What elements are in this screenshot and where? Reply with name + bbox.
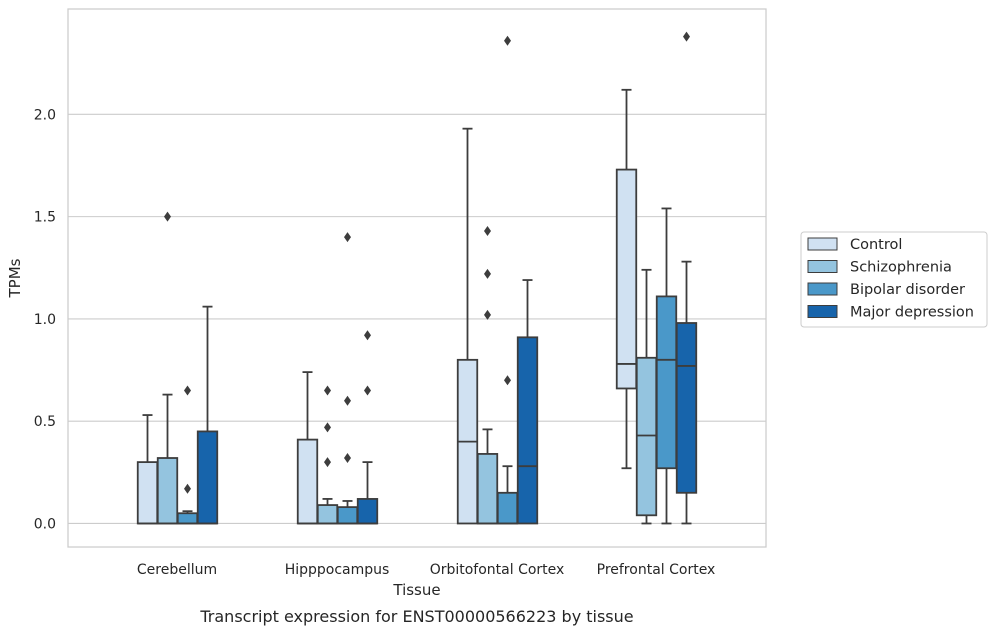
box-control <box>615 88 638 470</box>
y-tick-label: 1.0 <box>34 312 56 328</box>
box-body <box>196 430 219 525</box>
legend-swatch <box>807 237 838 251</box>
box-major-depression <box>516 279 539 525</box>
box-body <box>336 506 359 525</box>
outlier-point <box>484 225 491 236</box>
y-tick-label: 0.0 <box>34 516 56 532</box>
outlier-point <box>324 385 331 396</box>
box-body <box>516 336 539 525</box>
box-bipolar-disorder <box>176 385 199 525</box>
legend-label: Major depression <box>850 305 974 321</box>
outlier-point <box>344 395 351 406</box>
box-bipolar-disorder <box>336 232 359 525</box>
box-body <box>476 453 499 525</box>
y-tick-label: 0.5 <box>34 414 56 430</box>
x-tick-labels: Cerebellum Hipppocampus Orbitofontal Corte… <box>137 562 715 578</box>
legend-label: Schizophrenia <box>850 260 952 276</box>
box-schizophrenia <box>476 225 499 525</box>
box-body <box>675 322 698 494</box>
boxes-layer <box>136 31 698 525</box>
outlier-point <box>324 457 331 468</box>
outlier-point <box>324 422 331 433</box>
legend-swatch <box>807 305 838 318</box>
outlier-point <box>504 375 511 386</box>
x-tick-label: Hipppocampus <box>285 562 390 578</box>
legend-swatch <box>807 282 838 296</box>
legend-label: Control <box>850 237 902 253</box>
box-bipolar-disorder <box>496 35 519 525</box>
legend-items: Control Schizophrenia Bipolar disorder Majo… <box>807 237 974 321</box>
y-axis-title: TPMs <box>6 258 24 298</box>
y-tick-label: 1.5 <box>34 210 56 226</box>
outlier-point <box>504 35 511 46</box>
box-body <box>136 461 159 525</box>
x-tick-label: Orbitofontal Cortex <box>430 562 565 578</box>
outlier-point <box>683 31 690 42</box>
outlier-point <box>164 211 171 222</box>
box-major-depression <box>196 305 219 525</box>
box-body <box>655 295 678 470</box>
legend-swatch <box>807 260 838 273</box>
box-major-depression <box>356 330 379 525</box>
box-schizophrenia <box>316 385 339 525</box>
box-body <box>496 491 519 525</box>
outlier-point <box>364 330 371 341</box>
plot-area-frame <box>67 8 767 548</box>
legend: Control Schizophrenia Bipolar disorder Majo… <box>800 231 988 328</box>
x-tick-label: Cerebellum <box>137 562 217 578</box>
box-major-depression <box>675 31 698 525</box>
box-body <box>316 504 339 525</box>
y-tick-label: 2.0 <box>34 107 56 123</box>
figure-caption: Transcript expression for ENST0000056622… <box>199 607 633 626</box>
outlier-point <box>484 268 491 279</box>
x-tick-label: Prefrontal Cortex <box>597 562 716 578</box>
box-schizophrenia <box>635 268 658 525</box>
box-control <box>456 127 479 525</box>
outlier-point <box>184 483 191 494</box>
outlier-point <box>344 232 351 243</box>
outlier-point <box>484 309 491 320</box>
box-body <box>635 356 658 517</box>
legend-label: Bipolar disorder <box>850 282 965 298</box>
box-bipolar-disorder <box>655 207 678 525</box>
box-body <box>296 438 319 525</box>
outlier-point <box>364 385 371 396</box>
box-control <box>296 371 319 525</box>
y-tick-labels: 0.0 0.5 1.0 1.5 2.0 <box>34 107 56 532</box>
outlier-point <box>184 385 191 396</box>
box-control <box>136 414 159 525</box>
x-axis-title: Tissue <box>392 581 440 599</box>
box-body <box>156 457 179 525</box>
box-body <box>356 498 379 525</box>
box-body <box>615 168 638 390</box>
box-schizophrenia <box>156 211 179 525</box>
outlier-point <box>344 453 351 464</box>
legend-frame <box>800 231 988 328</box>
box-body <box>176 512 199 525</box>
